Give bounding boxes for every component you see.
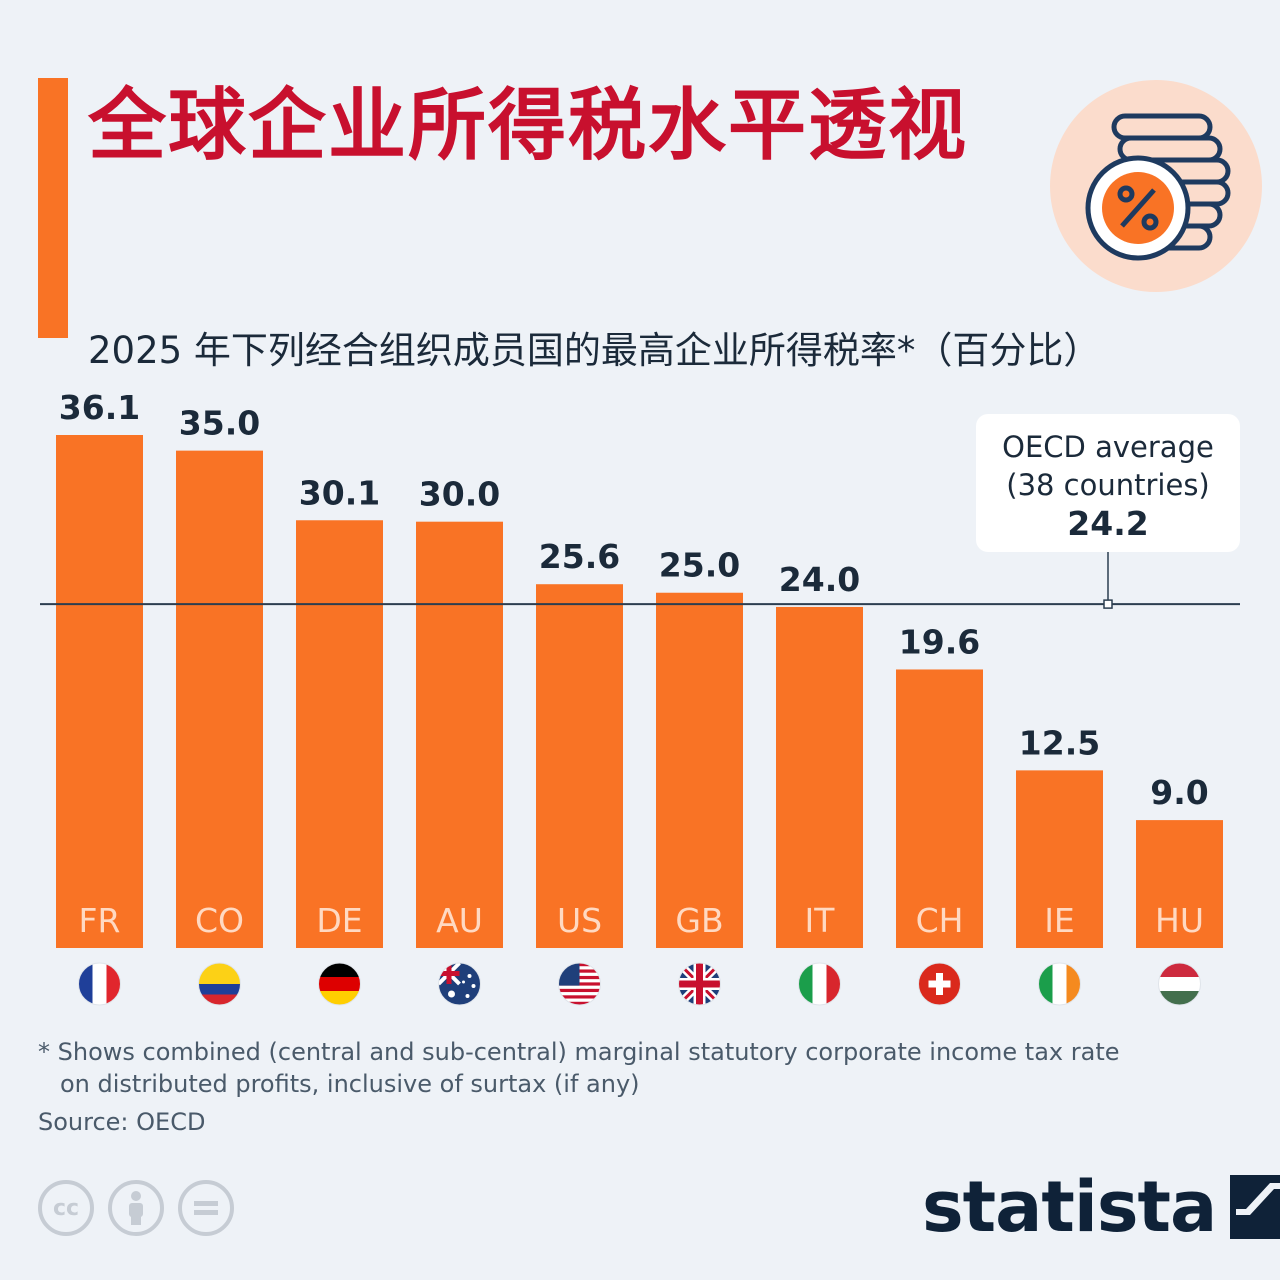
category-label-fr: FR xyxy=(79,901,121,940)
category-label-co: CO xyxy=(195,901,244,940)
category-label-gb: GB xyxy=(675,901,723,940)
bar-it[interactable] xyxy=(776,606,863,948)
bar-us[interactable] xyxy=(536,584,623,948)
footnote: * Shows combined (central and sub-centra… xyxy=(38,1036,1120,1100)
percent-coin-stack-icon xyxy=(1050,80,1262,292)
source-note: Source: OECD xyxy=(38,1108,206,1136)
value-label-fr: 36.1 xyxy=(59,388,140,427)
footnote-line-1: * Shows combined (central and sub-centra… xyxy=(38,1038,1120,1066)
oecd-average-marker xyxy=(1103,599,1113,609)
bar-gb[interactable] xyxy=(656,592,743,948)
category-label-ch: CH xyxy=(916,901,964,940)
flag-uk-icon xyxy=(678,962,721,1006)
category-label-it: IT xyxy=(805,901,836,940)
category-label-au: AU xyxy=(436,901,483,940)
bar-co[interactable] xyxy=(176,450,263,948)
bar-hu[interactable] xyxy=(1136,820,1223,948)
value-label-ie: 12.5 xyxy=(1019,723,1100,762)
flag-usa-icon xyxy=(558,962,601,1006)
bar-au[interactable] xyxy=(416,521,503,948)
oecd-average-label: OECD average xyxy=(1002,430,1214,464)
cc-icon[interactable]: cc xyxy=(38,1180,94,1236)
flag-hungary-icon xyxy=(1158,962,1201,1006)
bar-ie[interactable] xyxy=(1016,770,1103,948)
category-label-de: DE xyxy=(316,901,362,940)
flag-switzerland-icon xyxy=(918,962,961,1006)
value-label-hu: 9.0 xyxy=(1150,773,1208,812)
flag-ireland-icon xyxy=(1038,962,1081,1006)
flag-australia-icon xyxy=(438,962,481,1006)
bar-fr[interactable] xyxy=(56,435,143,948)
footnote-line-2: on distributed profits, inclusive of sur… xyxy=(60,1070,640,1098)
value-label-us: 25.6 xyxy=(539,537,620,576)
value-label-au: 30.0 xyxy=(419,475,500,514)
statista-logo[interactable]: statista xyxy=(922,1172,1280,1242)
chart-subtitle: 2025 年下列经合组织成员国的最高企业所得税率*（百分比） xyxy=(88,329,1101,372)
bar-de[interactable] xyxy=(296,520,383,948)
nd-icon[interactable] xyxy=(178,1180,234,1236)
license-icons: cc xyxy=(38,1180,234,1236)
by-icon[interactable] xyxy=(108,1180,164,1236)
value-label-co: 35.0 xyxy=(179,404,260,443)
value-label-de: 30.1 xyxy=(299,473,380,512)
oecd-average-callout: OECD average (38 countries) 24.2 xyxy=(976,414,1240,552)
category-label-ie: IE xyxy=(1044,901,1075,940)
category-label-hu: HU xyxy=(1155,901,1204,940)
flag-germany-icon xyxy=(318,962,361,1006)
flag-italy-icon xyxy=(798,962,841,1006)
oecd-average-sublabel: (38 countries) xyxy=(1006,468,1210,502)
title-accent-bar xyxy=(38,78,68,338)
value-label-it: 24.0 xyxy=(779,560,860,599)
flag-france-icon xyxy=(78,962,121,1006)
page-title: 全球企业所得税水平透视 xyxy=(88,81,969,171)
flag-colombia-icon xyxy=(198,962,241,1006)
statista-mark-icon xyxy=(1230,1175,1280,1239)
brand-name: statista xyxy=(922,1166,1217,1248)
category-label-us: US xyxy=(557,901,602,940)
bar-ch[interactable] xyxy=(896,669,983,948)
oecd-average-value: 24.2 xyxy=(1067,504,1149,543)
value-label-gb: 25.0 xyxy=(659,546,740,585)
value-label-ch: 19.6 xyxy=(899,622,980,661)
